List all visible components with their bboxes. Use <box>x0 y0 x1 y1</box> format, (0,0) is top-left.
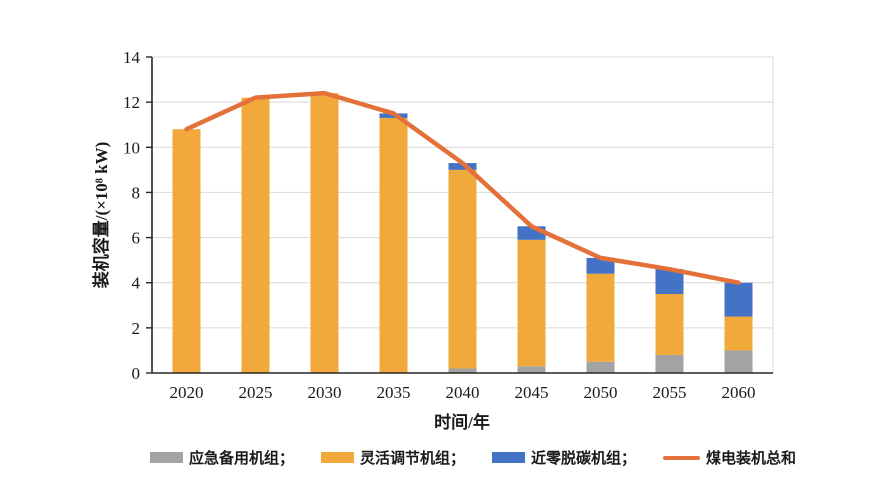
x-tick-label: 2055 <box>653 383 687 402</box>
bar-segment <box>586 273 615 362</box>
orange-line-swatch-icon <box>663 455 701 460</box>
legend-item-emergency-backup: 应急备用机组； <box>150 447 294 468</box>
bar-segment <box>448 368 477 373</box>
bar-segment <box>724 350 753 373</box>
bar-segment <box>448 169 477 369</box>
x-tick-label: 2025 <box>239 383 273 402</box>
y-tick-label: 10 <box>123 138 140 157</box>
y-tick-label: 2 <box>132 319 141 338</box>
tick-labels: 0 2 4 6 8 10 12 14 2020 2025 2030 2035 2040 2045 2050 2… <box>123 48 756 402</box>
bar-segment <box>586 361 615 373</box>
y-tick-label: 14 <box>123 48 141 67</box>
y-tick-label: 12 <box>123 93 140 112</box>
legend-item-near-zero-decarb: 近零脱碳机组； <box>492 447 636 468</box>
legend-label: 灵活调节机组； <box>360 451 466 467</box>
bar-segment <box>517 366 546 373</box>
bar-segment <box>379 117 408 373</box>
bar-segment <box>655 294 684 355</box>
yellow-bar-swatch-icon <box>321 452 355 463</box>
x-tick-label: 2060 <box>722 383 756 402</box>
bar-segment <box>448 163 477 170</box>
x-tick-label: 2035 <box>377 383 411 402</box>
bar-segment <box>517 239 546 367</box>
x-tick-label: 2030 <box>308 383 342 402</box>
y-tick-label: 8 <box>132 183 141 202</box>
x-tick-label: 2045 <box>515 383 549 402</box>
total-line <box>184 90 741 285</box>
x-tick-label: 2040 <box>446 383 480 402</box>
x-tick-label: 2050 <box>584 383 618 402</box>
bar-segment <box>241 97 270 373</box>
total-line-group <box>184 90 741 285</box>
bar-segment <box>655 354 684 373</box>
legend-item-flexible-regulation: 灵活调节机组； <box>321 447 465 468</box>
axes <box>146 56 773 374</box>
chart-legend: 应急备用机组； 灵活调节机组； 近零脱碳机组； 煤电装机总和 <box>150 447 796 468</box>
x-tick-label: 2020 <box>170 383 204 402</box>
bar-segment <box>724 316 753 351</box>
legend-label: 近零脱碳机组； <box>531 451 637 467</box>
gray-bar-swatch-icon <box>150 452 183 463</box>
legend-label: 应急备用机组； <box>189 451 295 467</box>
bar-segment <box>172 129 201 373</box>
y-tick-label: 0 <box>132 364 141 383</box>
legend-item-coal-total: 煤电装机总和 <box>663 447 796 468</box>
y-tick-label: 6 <box>132 229 141 248</box>
bar-segment <box>724 282 753 317</box>
x-axis-title: 时间/年 <box>434 412 490 432</box>
bar-segment <box>655 269 684 294</box>
bar-segment <box>586 257 615 274</box>
y-axis-title: 装机容量/(×10⁸ kW) <box>91 142 111 290</box>
blue-bar-swatch-icon <box>492 452 526 463</box>
y-tick-label: 4 <box>132 274 141 293</box>
bar-segment <box>310 93 339 373</box>
legend-label: 煤电装机总和 <box>706 451 797 467</box>
bar-series-group <box>172 93 753 373</box>
